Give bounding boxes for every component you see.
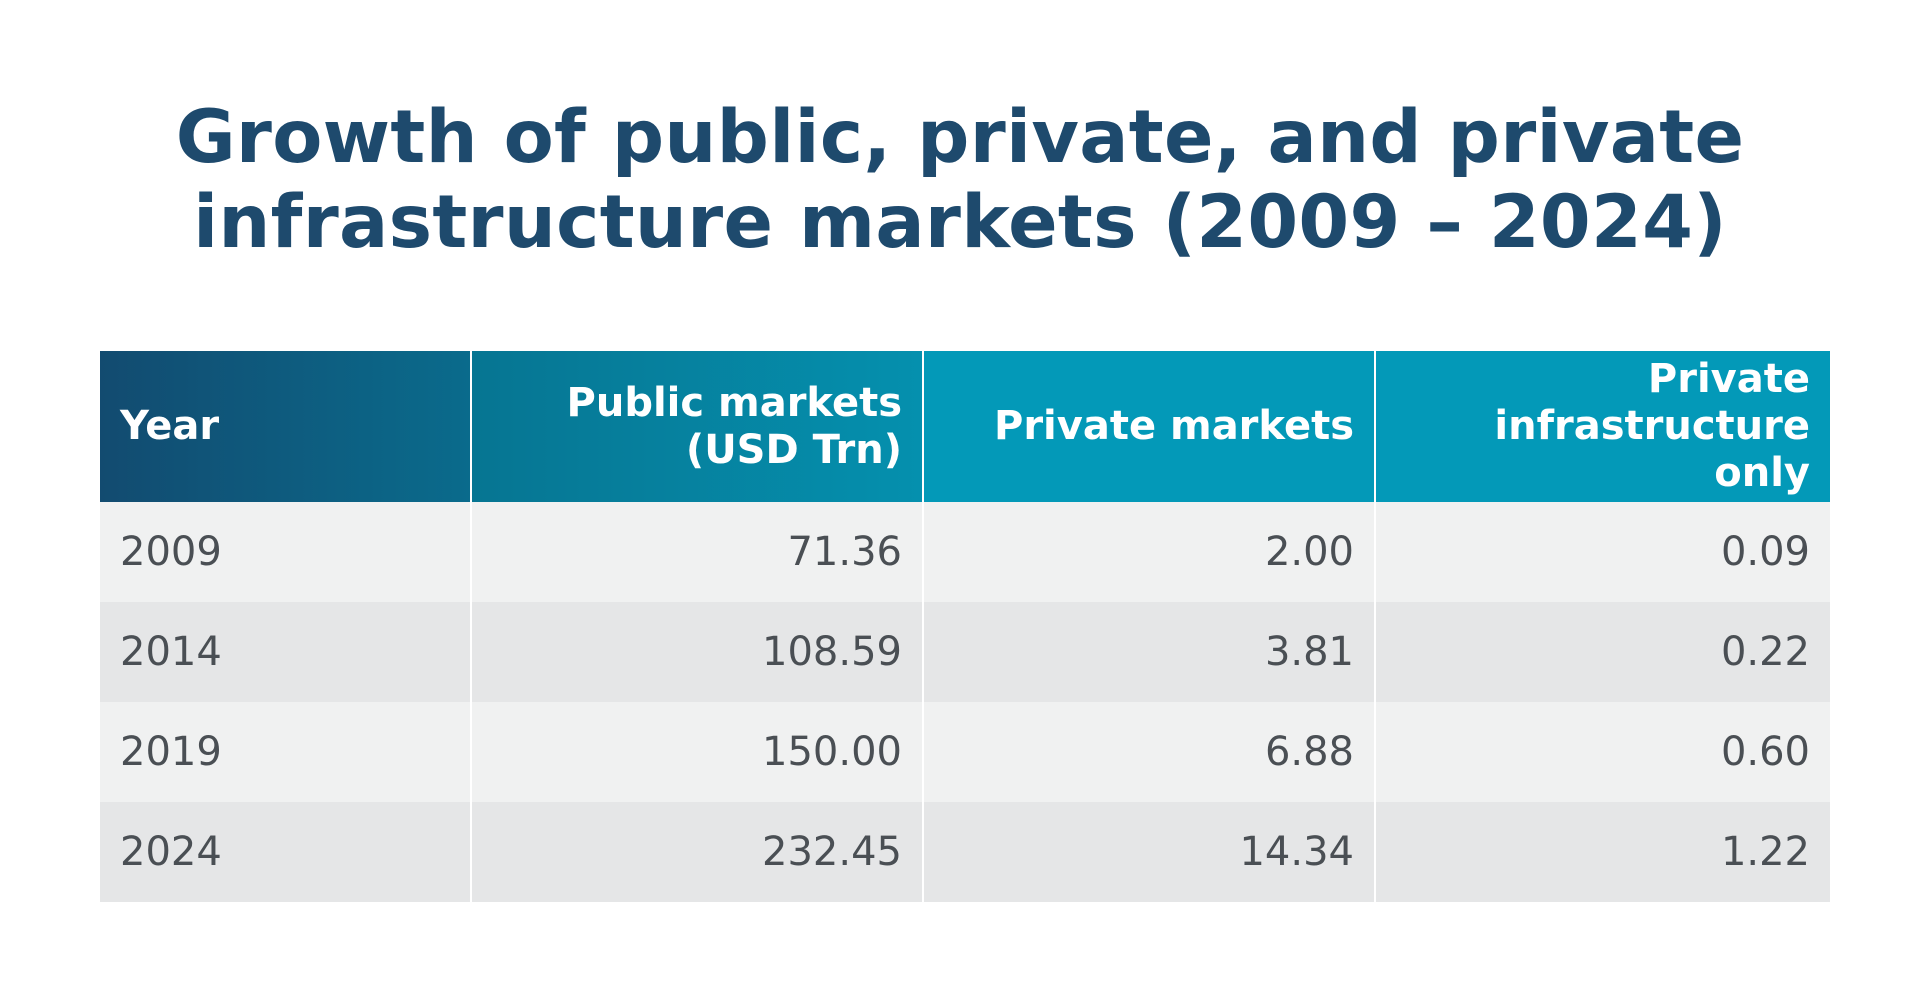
header-public-line-2: (USD Trn) <box>685 426 902 473</box>
cell-year: 2024 <box>100 802 472 902</box>
table-row: 2009 71.36 2.00 0.09 <box>100 502 1830 602</box>
header-private-infrastructure: Private infrastructure only <box>1376 351 1830 502</box>
cell-year: 2019 <box>100 702 472 802</box>
chart-title-line-2: infrastructure markets (2009 – 2024) <box>193 180 1727 265</box>
chart-title-line-1: Growth of public, private, and private <box>175 95 1745 180</box>
markets-table: Year Public markets (USD Trn) Private ma… <box>100 351 1830 902</box>
cell-private-infrastructure: 0.60 <box>1376 702 1830 802</box>
cell-public-markets: 108.59 <box>472 602 924 702</box>
header-public-markets: Public markets (USD Trn) <box>472 351 924 502</box>
table-row: 2019 150.00 6.88 0.60 <box>100 702 1830 802</box>
cell-private-infrastructure: 0.22 <box>1376 602 1830 702</box>
table-row: 2024 232.45 14.34 1.22 <box>100 802 1830 902</box>
header-public-line-1: Public markets <box>566 379 902 426</box>
table-header-row: Year Public markets (USD Trn) Private ma… <box>100 351 1830 502</box>
header-infra-line-2: infrastructure only <box>1494 403 1810 496</box>
header-infra-line-1: Private <box>1647 356 1810 402</box>
cell-private-infrastructure: 0.09 <box>1376 502 1830 602</box>
cell-public-markets: 232.45 <box>472 802 924 902</box>
cell-private-markets: 3.81 <box>924 602 1376 702</box>
chart-title: Growth of public, private, and private i… <box>0 95 1920 265</box>
cell-year: 2014 <box>100 602 472 702</box>
header-year: Year <box>100 351 472 502</box>
cell-public-markets: 71.36 <box>472 502 924 602</box>
cell-year: 2009 <box>100 502 472 602</box>
cell-private-markets: 2.00 <box>924 502 1376 602</box>
cell-private-infrastructure: 1.22 <box>1376 802 1830 902</box>
header-year-label: Year <box>120 403 220 449</box>
table-row: 2014 108.59 3.81 0.22 <box>100 602 1830 702</box>
cell-public-markets: 150.00 <box>472 702 924 802</box>
header-private-label: Private markets <box>994 403 1354 449</box>
cell-private-markets: 14.34 <box>924 802 1376 902</box>
header-private-markets: Private markets <box>924 351 1376 502</box>
cell-private-markets: 6.88 <box>924 702 1376 802</box>
